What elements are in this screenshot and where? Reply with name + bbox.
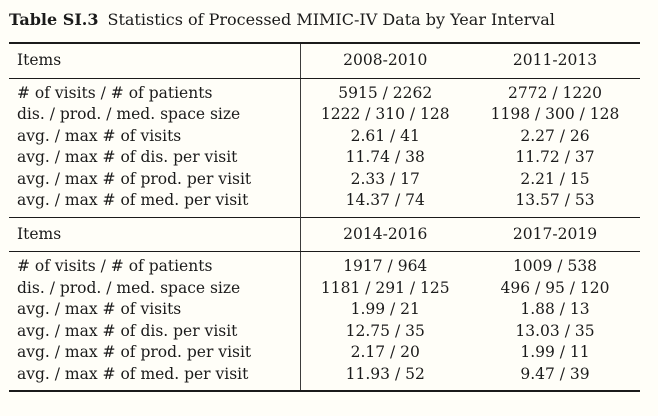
table-row: avg. / max # of med. per visit 11.93 / 5… [9,363,640,391]
value-col1: 2.33 / 17 [350,169,420,188]
table-row: avg. / max # of dis. per visit 12.75 / 3… [9,320,640,342]
item-label: avg. / max # of prod. per visit [9,168,301,190]
value-col1: 1917 / 964 [343,257,428,275]
table-caption-text: Statistics of Processed MIMIC-IV Data by… [107,10,555,29]
item-label: avg. / max # of dis. per visit [9,147,301,169]
item-label: dis. / prod. / med. space size [9,104,301,126]
table-row: avg. / max # of visits 2.61 / 41 2.27 / … [9,125,640,147]
value-col2: 496 / 95 / 120 [500,278,610,297]
item-label: avg. / max # of visits [9,125,301,147]
table-row: avg. / max # of prod. per visit 2.33 / 1… [9,168,640,190]
stats-table-body: Items 2008-2010 2011-2013 # of visits / … [9,43,640,391]
item-label: avg. / max # of visits [9,299,301,321]
value-col2: 1009 / 538 [512,257,598,275]
value-col2: 2.21 / 15 [520,169,590,188]
value-col2: 2772 / 1220 [508,83,602,102]
items-header: Items [9,43,301,79]
value-col2: 1.88 / 13 [520,300,590,318]
value-col1: 11.93 / 52 [345,364,425,383]
value-col1: 1181 / 291 / 125 [320,278,450,297]
value-col1: 14.37 / 74 [345,191,425,209]
section-header-row: Items 2014-2016 2017-2019 [9,216,640,252]
table-row: avg. / max # of med. per visit 14.37 / 7… [9,190,640,217]
value-col2: 13.57 / 53 [515,191,595,209]
table-row: # of visits / # of patients 5915 / 2262 … [9,78,640,104]
table-row: avg. / max # of dis. per visit 11.74 / 3… [9,147,640,169]
table-caption: Table SI.3 Statistics of Processed MIMIC-… [9,9,658,30]
table-row: dis. / prod. / med. space size 1181 / 29… [9,277,640,299]
items-header: Items [9,216,301,252]
item-label: # of visits / # of patients [9,251,301,278]
item-label: dis. / prod. / med. space size [9,277,301,299]
value-col1: 12.75 / 35 [345,321,425,340]
item-label: avg. / max # of med. per visit [9,190,301,217]
value-col1: 2.17 / 20 [350,343,420,361]
section-header-row: Items 2008-2010 2011-2013 [9,43,640,79]
value-col2: 9.47 / 39 [520,364,590,383]
table-row: avg. / max # of prod. per visit 2.17 / 2… [9,342,640,364]
period-header-2: 2017-2019 [470,216,640,252]
value-col2: 11.72 / 37 [515,148,595,166]
item-label: avg. / max # of dis. per visit [9,320,301,342]
item-label: avg. / max # of prod. per visit [9,342,301,364]
value-col2: 1198 / 300 / 128 [490,105,620,123]
table-row: dis. / prod. / med. space size 1222 / 31… [9,104,640,126]
value-col2: 2.27 / 26 [520,126,590,145]
table-row: avg. / max # of visits 1.99 / 21 1.88 / … [9,299,640,321]
stats-table: Items 2008-2010 2011-2013 # of visits / … [9,42,640,392]
item-label: avg. / max # of med. per visit [9,363,301,391]
item-label: # of visits / # of patients [9,78,301,104]
value-col1: 1222 / 310 / 128 [320,105,450,123]
period-header-1: 2014-2016 [300,216,470,252]
value-col2: 1.99 / 11 [520,343,590,361]
period-header-2: 2011-2013 [470,43,640,79]
value-col1: 2.61 / 41 [350,126,420,145]
value-col1: 1.99 / 21 [350,300,420,318]
value-col2: 13.03 / 35 [515,321,595,340]
value-col1: 5915 / 2262 [338,83,433,102]
value-col1: 11.74 / 38 [345,148,425,166]
table-row: # of visits / # of patients 1917 / 964 1… [9,251,640,278]
period-header-1: 2008-2010 [300,43,470,79]
table-caption-label: Table SI.3 [9,10,99,29]
